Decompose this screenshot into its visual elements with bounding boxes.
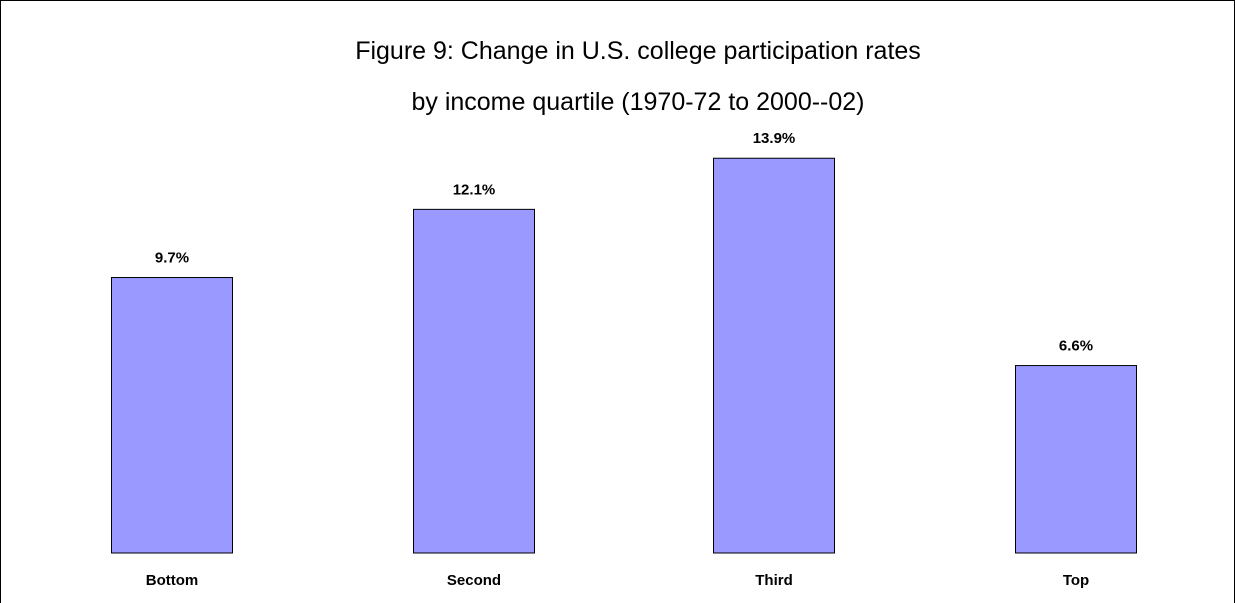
bar-third (713, 157, 835, 554)
category-label-second: Second (447, 572, 501, 589)
chart-title-line-2: by income quartile (1970-72 to 2000--02) (411, 88, 864, 116)
value-label-top: 6.6% (1059, 338, 1093, 355)
value-label-second: 12.1% (453, 181, 496, 198)
bar-bottom (111, 277, 233, 554)
category-label-third: Third (755, 572, 793, 589)
value-label-third: 13.9% (753, 130, 796, 147)
bar-top (1015, 365, 1137, 554)
chart-title-line-1: Figure 9: Change in U.S. college partici… (355, 37, 921, 65)
category-label-bottom: Bottom (146, 572, 199, 589)
category-label-top: Top (1063, 572, 1089, 589)
bars-group: 9.7% Bottom 12.1% Second 13.9% Third 6.6% Top (111, 130, 1137, 589)
value-label-bottom: 9.7% (155, 250, 189, 267)
bar-second (413, 208, 535, 554)
